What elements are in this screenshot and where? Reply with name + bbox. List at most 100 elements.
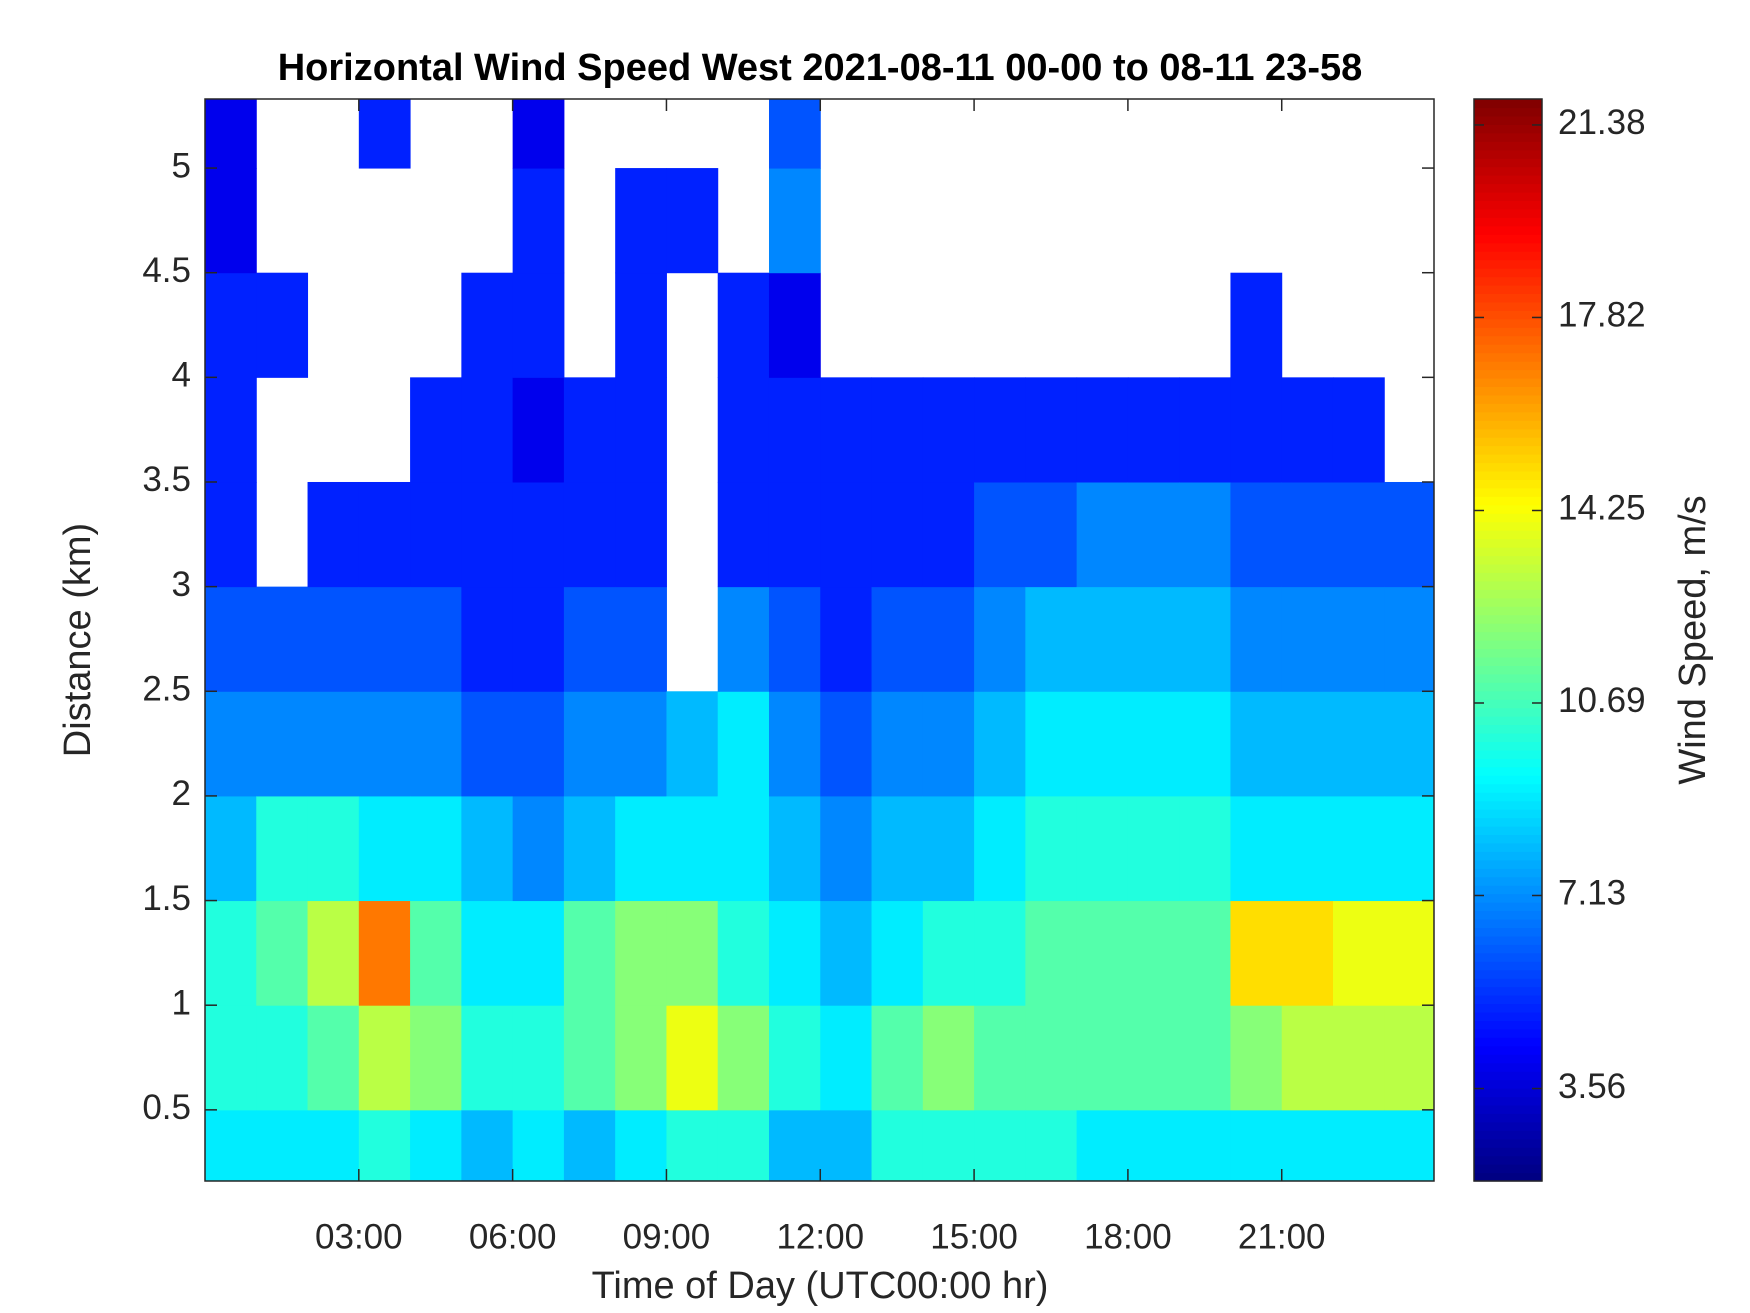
heatmap-cell [358, 481, 411, 588]
heatmap-cell [615, 377, 667, 483]
heatmap-cell [461, 795, 514, 902]
heatmap-cell [922, 481, 975, 588]
heatmap-cell [871, 900, 924, 1006]
heatmap-cell [666, 1005, 719, 1111]
heatmap-cell [1025, 377, 1078, 483]
heatmap-cell [768, 272, 821, 378]
heatmap-cell [1332, 795, 1385, 902]
heatmap-cell [974, 900, 1026, 1006]
colorbar-segment [1474, 758, 1542, 768]
y-tick-label: 4.5 [142, 251, 191, 290]
heatmap-cell [1384, 1109, 1434, 1181]
colorbar-segment [1474, 1020, 1542, 1030]
y-tick-label: 1.5 [142, 879, 191, 918]
heatmap-cell [974, 691, 1026, 797]
heatmap-cell [871, 481, 924, 588]
colorbar-segment [1474, 361, 1542, 371]
heatmap-cell [512, 272, 565, 378]
heatmap-cell [615, 272, 667, 378]
colorbar-segment [1474, 741, 1542, 751]
colorbar-segment [1474, 420, 1542, 430]
colorbar-segment [1474, 411, 1542, 421]
colorbar-segment [1474, 479, 1542, 489]
y-tick-label: 2 [172, 774, 191, 813]
colorbar-segment [1474, 614, 1542, 624]
colorbar-segment [1474, 225, 1542, 235]
heatmap-cell [205, 377, 257, 483]
heatmap-cell [717, 1005, 770, 1111]
colorbar-segment [1474, 284, 1542, 295]
heatmap-cell [256, 586, 309, 692]
heatmap-cell [1332, 1005, 1385, 1111]
heatmap-cell [1076, 481, 1129, 588]
colorbar-segment [1474, 868, 1542, 878]
colorbar-segment [1474, 521, 1542, 531]
colorbar-segment [1474, 1011, 1542, 1021]
heatmap-cell [820, 586, 873, 692]
y-tick-label: 5 [172, 146, 191, 185]
heatmap-cell [1025, 795, 1078, 902]
colorbar-segment [1474, 428, 1542, 438]
heatmap-cell [410, 1109, 462, 1181]
heatmap-cell [512, 900, 565, 1006]
heatmap-cell [615, 900, 667, 1006]
heatmap-cell [1025, 1005, 1078, 1111]
colorbar-segment [1474, 648, 1542, 658]
colorbar-segment [1474, 487, 1542, 497]
colorbar-segment [1474, 1028, 1542, 1038]
heatmap-cell [1230, 1109, 1283, 1181]
colorbar-tick-label: 3.56 [1558, 1067, 1626, 1106]
heatmap-cell [871, 795, 924, 902]
colorbar-segment [1474, 352, 1542, 362]
heatmap-cell [563, 795, 616, 902]
heatmap-cell [1076, 586, 1129, 692]
colorbar-segment [1474, 454, 1542, 464]
heatmap-cell [1127, 691, 1180, 797]
heatmap-cell [1127, 1109, 1180, 1181]
colorbar-segment [1474, 969, 1542, 979]
heatmap-cell [1025, 481, 1078, 588]
colorbar-segment [1474, 403, 1542, 413]
heatmap-cell [512, 1005, 565, 1111]
colorbar-segment [1474, 530, 1542, 540]
heatmap-cell [563, 586, 616, 692]
heatmap-cell [1025, 1109, 1078, 1181]
heatmap-cell [666, 1109, 719, 1181]
colorbar-segment [1474, 1130, 1542, 1140]
heatmap-cell [922, 900, 975, 1006]
colorbar-segment [1474, 800, 1542, 810]
heatmap-cell [1025, 900, 1078, 1006]
heatmap-cell [205, 900, 257, 1006]
heatmap-cell [1230, 481, 1283, 588]
heatmap-cell [410, 481, 462, 588]
colorbar-segment [1474, 394, 1542, 404]
heatmap-cell [922, 1005, 975, 1111]
colorbar-segment [1474, 656, 1542, 666]
y-axis-label: Distance (km) [57, 523, 99, 757]
colorbar-frame [1473, 98, 1543, 1182]
colorbar-segment [1474, 859, 1542, 869]
colorbar-segment [1474, 876, 1542, 886]
heatmap-cell [205, 586, 257, 692]
colorbar-segment [1474, 707, 1542, 717]
heatmap-cell [1332, 481, 1385, 588]
heatmap-cell [461, 272, 514, 378]
colorbar-segment [1474, 124, 1542, 134]
heatmap-cell [1127, 586, 1180, 692]
colorbar-segment [1474, 242, 1542, 252]
heatmap-cell [1076, 691, 1129, 797]
heatmap-cell [615, 691, 667, 797]
heatmap-cell [358, 99, 411, 169]
heatmap-cell [256, 272, 309, 378]
colorbar-segment [1474, 640, 1542, 650]
colorbar-segment [1474, 547, 1542, 557]
colorbar-segment [1474, 597, 1542, 607]
heatmap-cell [717, 1109, 770, 1181]
heatmap-cell [1230, 795, 1283, 902]
heatmap-cell [615, 168, 667, 274]
heatmap-cell [922, 795, 975, 902]
colorbar: 3.56 7.13 10.69 14.25 17.82 21.38 [1473, 98, 1646, 1182]
colorbar-segment [1474, 107, 1542, 117]
heatmap-cell [461, 900, 514, 1006]
